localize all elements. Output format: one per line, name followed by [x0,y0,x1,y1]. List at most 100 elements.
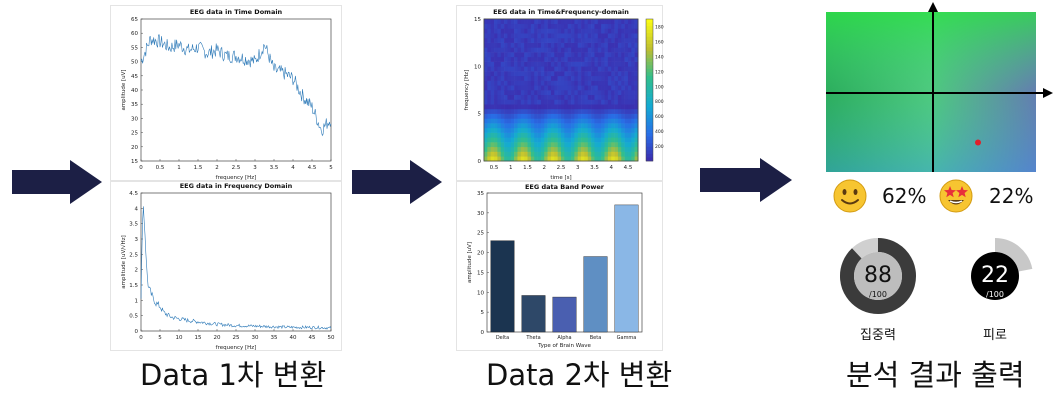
heatmap-cell [494,85,498,91]
heatmap-cell [500,37,505,43]
heatmap-cell [490,108,495,114]
heatmap-cell [627,142,632,148]
heatmap-cell [487,42,491,48]
heatmap-cell [597,66,602,72]
heatmap-cell [554,61,558,67]
y-tick-label: 30 [477,211,484,217]
heatmap-cell [601,151,605,157]
heatmap-cell [524,142,528,148]
heatmap-cell [611,113,615,119]
y-tick-label: 25 [131,131,138,137]
heatmap-cell [624,132,629,138]
heatmap-cell [614,108,619,114]
heatmap-cell [621,80,625,86]
heatmap-cell [510,127,515,133]
heatmap-cell [604,66,609,72]
heatmap-cell [594,113,599,119]
heatmap-cell [604,90,609,96]
heatmap-cell [631,71,635,77]
heatmap-cell [520,118,525,124]
heatmap-cell [614,52,619,58]
heatmap-cell [507,23,512,29]
heatmap-cell [524,33,528,39]
heatmap-cell [514,99,518,105]
heatmap-cell [591,52,595,58]
heatmap-cell [544,47,548,53]
heatmap-cell [597,123,602,129]
heatmap-cell [484,113,488,119]
heatmap-cell [550,123,555,129]
heatmap-cell [540,37,545,43]
heatmap-cell [634,52,639,58]
heatmap-cell [534,47,538,53]
heatmap-cell [517,85,522,91]
heatmap-cell [504,85,508,91]
heatmap-cell [554,47,558,53]
heatmap-cell [534,37,538,43]
heatmap-cell [577,99,582,105]
fatigue-gauge: 22 /100 [957,238,1033,314]
heatmap-cell [571,19,575,25]
heatmap-cell [514,52,518,58]
colorbar-cell [646,54,653,59]
chart-title: EEG data in Time&Frequency-domain [493,8,629,16]
heatmap-cell [561,137,565,143]
heatmap-cell [517,142,522,148]
heatmap-cell [520,108,525,114]
heatmap-cell [504,71,508,77]
heatmap-cell [514,118,518,124]
heatmap-cell [490,137,495,143]
heatmap-cell [614,123,619,129]
heatmap-cell [484,75,488,81]
heatmap-cell [537,137,542,143]
heatmap-cell [574,146,579,152]
heatmap-cell [504,61,508,67]
heatmap-cell [554,71,558,77]
heatmap-cell [621,56,625,62]
heatmap-cell [544,19,548,25]
heatmap-cell [517,71,522,77]
colorbar-cell [646,90,653,94]
heatmap-cell [517,94,522,100]
heatmap-cell [517,99,522,105]
heatmap-cell [624,52,629,58]
heatmap-cell [510,37,515,43]
heatmap-cell [584,33,589,39]
heatmap-cell [577,56,582,62]
heatmap-cell [487,75,491,81]
heatmap-cell [484,80,488,86]
heatmap-cell [544,137,548,143]
heatmap-cell [534,123,538,129]
colorbar-cell [646,58,653,62]
heatmap-cell [587,156,592,162]
y-tick-label: 25 [477,231,484,237]
heatmap-cell [611,132,615,138]
heatmap-cell [494,142,498,148]
x-tick-label: 4 [609,165,613,171]
heatmap-cell [574,142,579,148]
heatmap-cell [601,33,605,39]
heatmap-cell [624,118,629,124]
heatmap-cell [514,19,518,25]
heatmap-cell [617,137,622,143]
heatmap-cell [530,104,535,110]
heatmap-cell [557,99,562,105]
heatmap-cell [484,66,488,72]
heatmap-cell [574,104,579,110]
colorbar-cell [646,50,653,55]
category-label: Beta [590,335,602,341]
colorbar-cell [646,47,653,52]
heatmap-cell [520,37,525,43]
heatmap-cell [601,19,605,25]
heatmap-cell [494,94,498,100]
heatmap-cell [627,156,632,162]
heatmap-cell [547,19,552,25]
heatmap-cell [554,37,558,43]
heatmap-cell [611,99,615,105]
heatmap-cell [634,85,639,91]
heatmap-cell [484,132,488,138]
colorbar-cell [646,107,653,112]
heatmap-cell [591,28,595,34]
heatmap-cell [547,90,552,96]
heatmap-cell [544,80,548,86]
